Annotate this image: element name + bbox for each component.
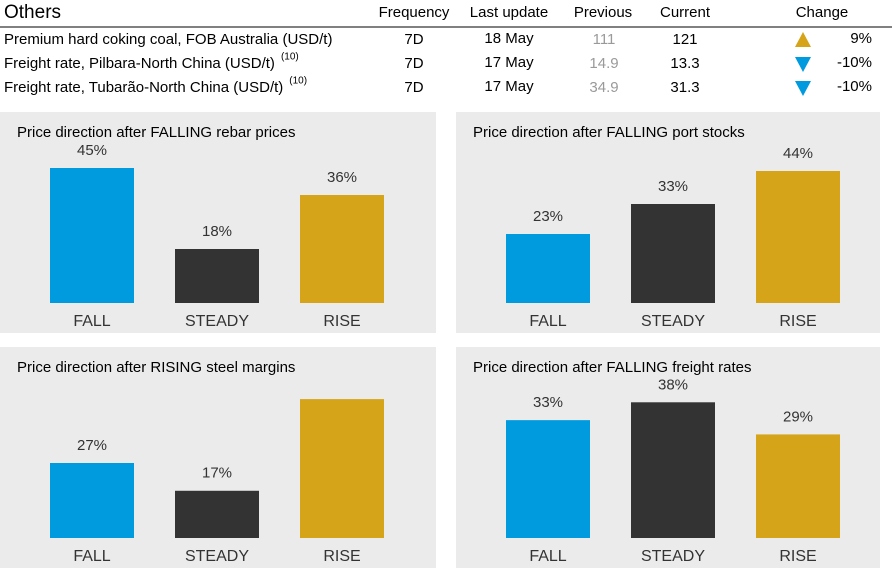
row-name: Premium hard coking coal, FOB Australia … [4, 31, 332, 48]
x-tick-label: RISE [323, 548, 360, 565]
change: -10% [837, 54, 872, 71]
value-label: 17% [202, 465, 232, 482]
previous: 14.9 [589, 55, 618, 72]
x-tick-label: FALL [73, 548, 110, 565]
x-tick-label: RISE [779, 313, 816, 330]
change-arrow-down [795, 57, 811, 72]
x-tick-label: STEADY [185, 313, 249, 330]
bar [50, 168, 134, 303]
column-header: Previous [574, 4, 632, 21]
last-update: 17 May [484, 54, 534, 71]
bar [756, 434, 840, 538]
bar [631, 402, 715, 538]
value-label: 18% [202, 223, 232, 240]
change: -10% [837, 78, 872, 95]
previous: 34.9 [589, 79, 618, 96]
bar [300, 399, 384, 538]
change-arrow-down [795, 81, 811, 96]
current: 13.3 [670, 55, 699, 72]
x-tick-label: STEADY [641, 548, 705, 565]
frequency: 7D [404, 31, 423, 48]
current: 31.3 [670, 79, 699, 96]
x-tick-label: FALL [529, 548, 566, 565]
column-header: Last update [470, 4, 548, 21]
current: 121 [672, 31, 697, 48]
value-label: 36% [327, 169, 357, 186]
bar [50, 463, 134, 538]
last-update: 17 May [484, 78, 534, 95]
bar [631, 204, 715, 303]
last-update: 18 May [484, 30, 534, 47]
value-label: 44% [783, 145, 813, 162]
column-header: Current [660, 4, 711, 21]
bar [175, 249, 259, 303]
frequency: 7D [404, 79, 423, 96]
table-title: Others [4, 2, 61, 23]
chart-title: Price direction after RISING steel margi… [17, 359, 295, 376]
row-name: Freight rate, Pilbara-North China (USD/t… [4, 55, 275, 72]
bar [506, 420, 590, 538]
chart-title: Price direction after FALLING freight ra… [473, 359, 751, 376]
row-note: (10) [281, 52, 299, 63]
value-label: 38% [658, 376, 688, 393]
bar [506, 234, 590, 303]
chart-title: Price direction after FALLING rebar pric… [17, 124, 295, 141]
x-tick-label: RISE [779, 548, 816, 565]
x-tick-label: FALL [73, 313, 110, 330]
x-tick-label: RISE [323, 313, 360, 330]
frequency: 7D [404, 55, 423, 72]
value-label: 33% [658, 178, 688, 195]
value-label: 45% [77, 142, 107, 159]
value-label: 27% [77, 437, 107, 454]
change-arrow-up [795, 32, 811, 47]
x-tick-label: STEADY [641, 313, 705, 330]
value-label: 29% [783, 408, 813, 425]
chart-title: Price direction after FALLING port stock… [473, 124, 745, 141]
value-label: 33% [533, 394, 563, 411]
change: 9% [850, 30, 872, 47]
column-header: Frequency [379, 4, 450, 21]
previous: 111 [593, 31, 616, 48]
x-tick-label: FALL [529, 313, 566, 330]
x-tick-label: STEADY [185, 548, 249, 565]
column-header: Change [796, 4, 849, 21]
row-name: Freight rate, Tubarão-North China (USD/t… [4, 79, 283, 96]
bar [175, 490, 259, 538]
bar [756, 171, 840, 303]
value-label: 23% [533, 208, 563, 225]
bar [300, 195, 384, 303]
row-note: (10) [289, 76, 307, 87]
